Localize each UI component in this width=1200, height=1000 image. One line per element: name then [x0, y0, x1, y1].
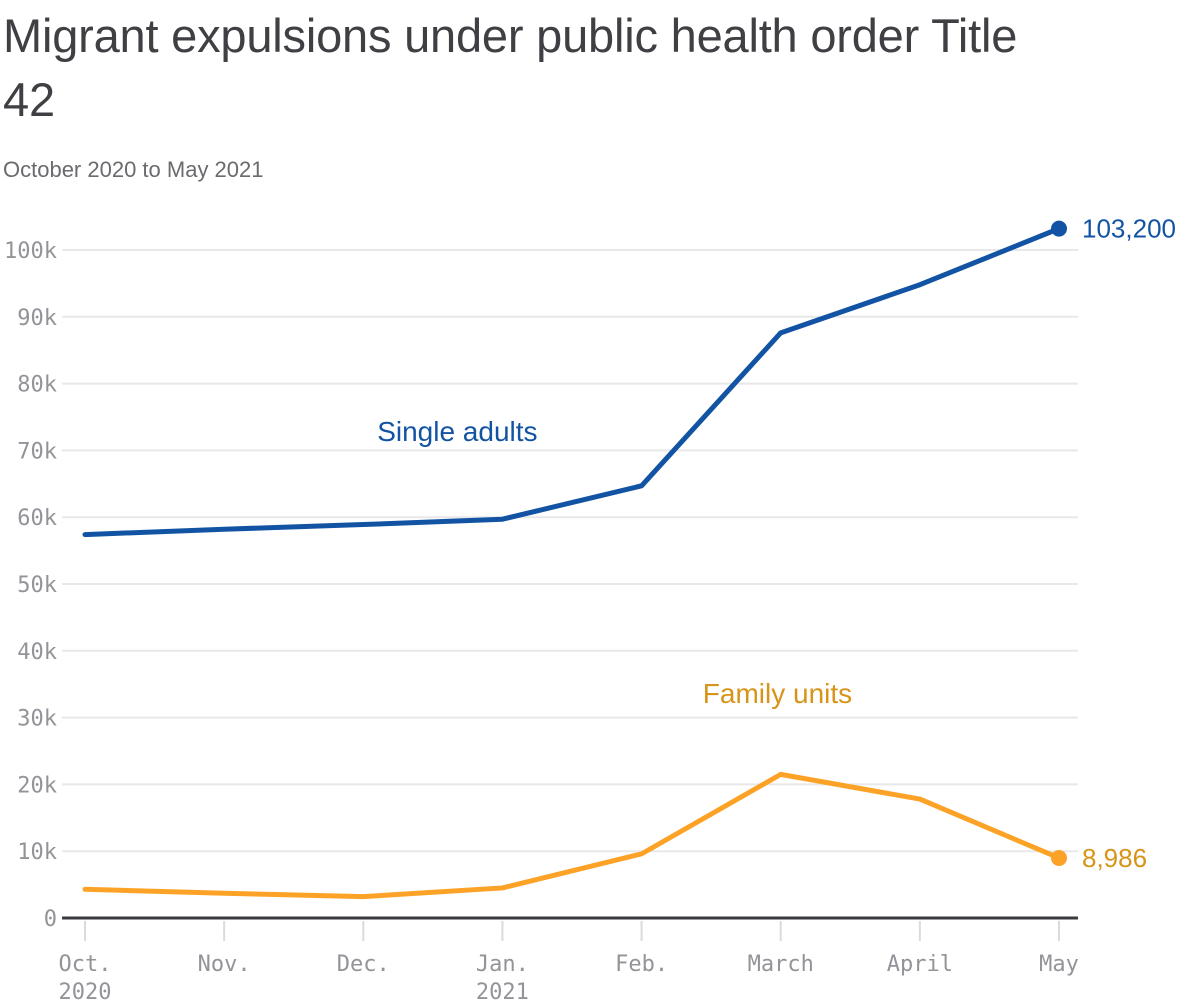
x-tick-label: Jan.	[476, 952, 529, 977]
x-tick-label: Oct.	[59, 952, 112, 977]
y-tick-label: 20k	[17, 773, 57, 798]
end-value-label-family-units: 8,986	[1082, 843, 1147, 873]
series-label-single-adults: Single adults	[377, 416, 537, 447]
y-tick-label: 60k	[17, 506, 57, 531]
y-tick-label: 90k	[17, 306, 57, 331]
series-line-family-units	[82, 771, 1062, 900]
y-tick-label: 70k	[17, 439, 57, 464]
y-tick-label: 10k	[17, 840, 57, 865]
x-tick-label: Dec.	[337, 952, 390, 977]
end-dot-family-units	[1051, 849, 1067, 866]
y-tick-label: 0	[44, 907, 57, 932]
x-tick-label: May	[1039, 952, 1079, 977]
x-tick-label: Nov.	[198, 952, 251, 977]
series-line-single-adults	[82, 226, 1062, 538]
y-tick-label: 40k	[17, 640, 57, 665]
x-tick-label: April	[887, 952, 953, 977]
end-dot-single-adults	[1051, 220, 1067, 237]
chart-subtitle: October 2020 to May 2021	[3, 157, 264, 182]
y-tick-label: 100k	[4, 239, 57, 264]
y-tick-label: 50k	[17, 573, 57, 598]
chart-title: Migrant expulsions under public health o…	[3, 9, 1018, 126]
series-label-family-units: Family units	[703, 678, 852, 709]
x-tick-label: March	[748, 952, 814, 977]
end-value-label-single-adults: 103,200	[1082, 214, 1176, 244]
y-tick-label: 30k	[17, 707, 57, 732]
x-tick-sublabel: 2020	[59, 980, 112, 1000]
x-tick-sublabel: 2021	[476, 980, 529, 1000]
x-tick-label: Feb.	[615, 952, 668, 977]
y-tick-label: 80k	[17, 373, 57, 398]
